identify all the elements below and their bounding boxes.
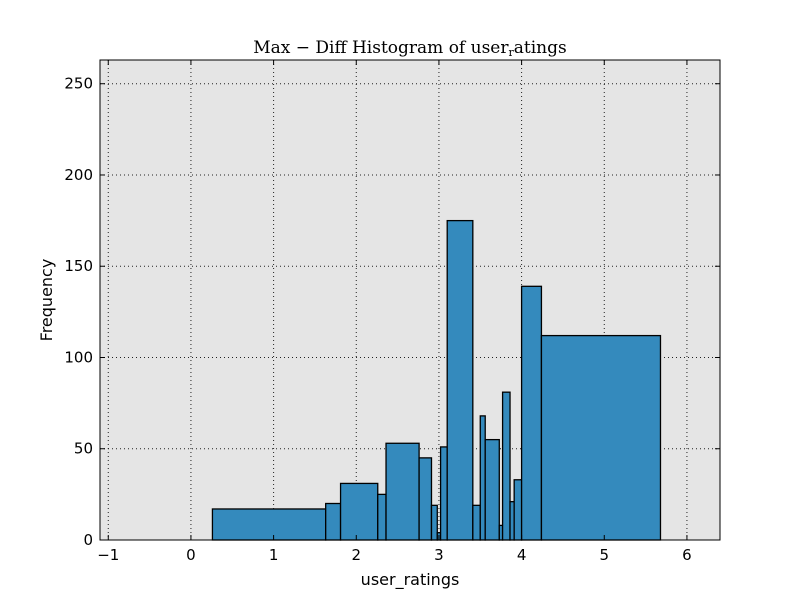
x-tick-label: 2	[351, 546, 361, 564]
histogram-bar	[441, 447, 448, 540]
histogram-bar	[341, 483, 378, 540]
x-tick-label: 1	[269, 546, 279, 564]
histogram-bar	[480, 416, 485, 540]
x-tick-label: 5	[599, 546, 609, 564]
histogram-bar	[431, 505, 437, 540]
x-axis-label: user_ratings	[361, 570, 460, 590]
y-tick-label: 200	[64, 166, 93, 184]
x-tick-label: 6	[682, 546, 692, 564]
y-tick-label: 50	[74, 440, 93, 458]
x-tick-label: −1	[97, 546, 119, 564]
histogram-bar	[514, 480, 521, 540]
y-tick-label: 250	[64, 75, 93, 93]
y-tick-label: 0	[83, 531, 93, 549]
chart-title: Max − Diff Histogram of userratings	[253, 38, 566, 59]
x-tick-label: 0	[186, 546, 196, 564]
histogram-bar	[378, 494, 386, 540]
histogram-bar	[473, 505, 480, 540]
y-axis-label: Frequency	[37, 259, 56, 342]
y-tick-label: 100	[64, 348, 93, 366]
y-tick-label: 150	[64, 257, 93, 275]
histogram-bar	[326, 503, 341, 540]
histogram-bar	[386, 443, 419, 540]
x-tick-label: 4	[517, 546, 527, 564]
histogram-bar	[485, 440, 499, 540]
histogram-bar	[212, 509, 325, 540]
histogram-bar	[503, 392, 510, 540]
x-tick-label: 3	[434, 546, 444, 564]
histogram-bar	[419, 458, 431, 540]
histogram-bar	[522, 286, 542, 540]
histogram-bar	[541, 336, 660, 540]
histogram-bar	[447, 221, 473, 540]
